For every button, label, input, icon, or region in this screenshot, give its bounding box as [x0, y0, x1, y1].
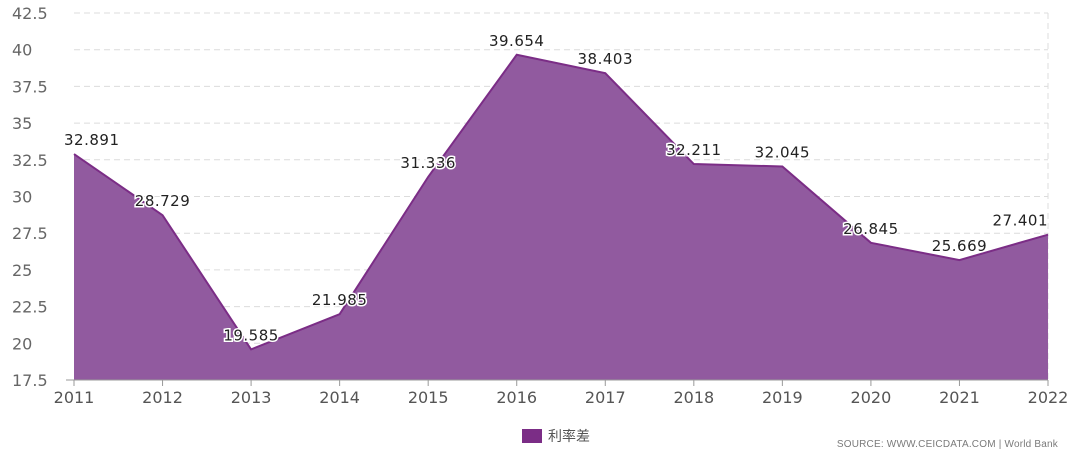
data-point-2014[interactable]	[337, 311, 343, 317]
y-tick-label: 30	[12, 188, 32, 207]
axes: 17.5 20 22.5 25 27.5 30 32.5 35 37.5 40 42.5 2011 20…	[12, 4, 1068, 407]
data-label-2013: 19.585	[223, 326, 279, 344]
x-tick-label: 2021	[939, 388, 980, 407]
y-tick-label: 37.5	[12, 77, 48, 96]
y-tick-label: 25	[12, 261, 32, 280]
data-label-2021: 25.669	[932, 237, 988, 255]
data-label-2018: 32.211	[666, 141, 722, 159]
legend[interactable]: 利率差	[522, 426, 590, 446]
y-tick-label: 17.5	[12, 371, 48, 390]
x-tick-label: 2016	[496, 388, 537, 407]
data-point-2012[interactable]	[160, 212, 166, 218]
x-tick-label: 2017	[585, 388, 626, 407]
data-label-2014: 21.985	[312, 291, 368, 309]
legend-swatch	[522, 429, 542, 443]
x-tick-label: 2012	[142, 388, 183, 407]
data-point-2021[interactable]	[956, 257, 962, 263]
y-tick-label: 22.5	[12, 298, 48, 317]
data-point-2020[interactable]	[868, 240, 874, 246]
data-point-2019[interactable]	[779, 163, 785, 169]
y-tick-label: 32.5	[12, 151, 48, 170]
source-note: SOURCE: WWW.CEICDATA.COM | World Bank	[836, 439, 1058, 450]
data-point-2011[interactable]	[71, 151, 77, 157]
y-tick-label: 27.5	[12, 224, 48, 243]
series-line	[73, 53, 1049, 351]
data-label-2019: 32.045	[755, 143, 811, 161]
data-label-2022: 27.401	[993, 212, 1049, 230]
data-label-2012: 28.729	[135, 192, 191, 210]
x-tick-label: 2011	[54, 388, 95, 407]
data-point-2016[interactable]	[514, 52, 520, 58]
data-point-2022[interactable]	[1045, 232, 1051, 238]
series-area	[73, 53, 1049, 380]
y-tick-label: 40	[12, 41, 32, 60]
x-tick-label: 2022	[1028, 388, 1069, 407]
y-tick-label: 20	[12, 334, 32, 353]
data-label-2020: 26.845	[843, 220, 899, 238]
series-area-fill	[74, 54, 1048, 380]
y-tick-label: 42.5	[12, 4, 48, 23]
data-point-2018[interactable]	[691, 161, 697, 167]
data-point-2013[interactable]	[248, 346, 254, 352]
data-label-2016: 39.654	[489, 32, 545, 50]
x-tick-label: 2015	[408, 388, 449, 407]
x-tick-label: 2014	[319, 388, 360, 407]
data-label-2011: 32.891	[64, 131, 120, 149]
x-tick-label: 2020	[851, 388, 892, 407]
x-tick-label: 2018	[673, 388, 714, 407]
legend-label: 利率差	[548, 429, 590, 445]
y-tick-label: 35	[12, 114, 32, 133]
x-tick-label: 2013	[231, 388, 272, 407]
x-tick-label: 2019	[762, 388, 803, 407]
data-label-2017: 38.403	[578, 50, 634, 68]
data-point-2015[interactable]	[425, 174, 431, 180]
data-label-2015: 31.336	[400, 154, 456, 172]
data-point-2017[interactable]	[602, 70, 608, 76]
data-labels: 32.891 28.729 19.585 21.985 31.336 39.654 38.4…	[63, 30, 1051, 352]
